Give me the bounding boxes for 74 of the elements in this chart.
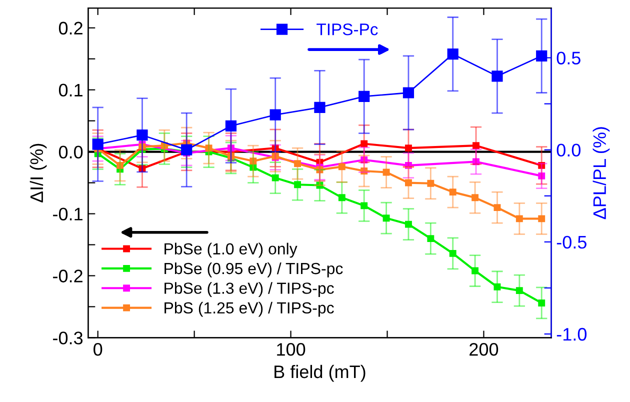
point [160,142,168,150]
y2-tick-label: -1.0 [556,328,587,341]
point [138,143,146,150]
point [360,202,368,210]
point [447,48,458,60]
point [536,50,548,62]
point [405,220,412,228]
point [338,163,346,170]
point [116,162,124,169]
point [405,144,412,152]
legend-label: PbSe (1.3 eV) / TIPS-pc [164,282,334,298]
point [316,182,324,189]
point [338,194,346,202]
y-tick-label: -0.2 [53,270,82,282]
y2-axis-title: ΔPL/PL (%) [592,127,610,220]
point [538,172,546,180]
y-tick-label: -0.1 [53,208,82,220]
point [405,162,412,169]
point [516,287,523,294]
point [294,181,302,188]
point [316,166,324,174]
point [405,179,412,186]
point [538,162,546,169]
point [494,283,501,290]
y-tick-label: 0.2 [58,22,82,35]
point [538,300,546,306]
y-tick-label: -0.3 [53,332,83,344]
point [138,165,146,172]
point [250,158,257,165]
point [516,215,523,222]
y2-tick-label: 0.5 [556,52,580,64]
legend-label: PbSe (1.0 eV) only [164,242,298,258]
legend-label: PbSe (0.95 eV) / TIPS-pc [164,262,343,278]
y-tick-label: 0.0 [58,146,83,159]
x-tick-label: 100 [277,343,306,356]
point [272,174,279,182]
point [472,142,480,150]
point [472,194,479,202]
legend-label: TIPS-Pc [316,23,378,36]
point [427,235,434,242]
point [136,130,148,141]
point [538,215,546,222]
point [272,144,279,152]
point [472,158,480,166]
point [382,168,390,176]
point [360,140,368,148]
point [382,214,390,222]
y2-tick-label: 0.0 [556,144,581,157]
x-tick-label: 0 [94,343,102,356]
point [225,120,237,132]
point [472,267,479,274]
point [228,144,234,152]
point [294,160,302,168]
point [250,164,257,171]
point [492,70,503,82]
point [449,188,456,196]
y-tick-label: 0.1 [58,84,82,97]
point [494,204,501,212]
x-tick-label: 200 [470,343,498,356]
point [314,102,326,114]
x-axis-title: B field (mT) [274,364,366,382]
point [205,144,212,152]
legend-label: PbS (1.25 eV) / TIPS-pc [164,302,334,317]
point [360,156,368,164]
point [181,144,192,156]
point [270,109,281,120]
point [427,180,434,187]
point [360,168,368,174]
point [402,87,414,98]
y-axis-title: ΔI/I (%) [30,144,47,202]
y2-tick-label: -0.5 [556,236,586,249]
point [358,90,370,102]
point [92,138,104,150]
point [449,250,456,257]
